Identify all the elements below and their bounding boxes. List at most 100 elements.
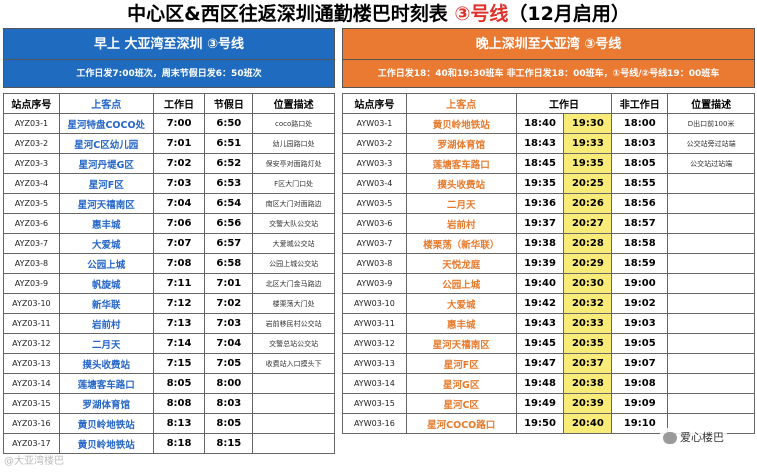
table-row: AYW03-15 星河C区 19:49 20:39 19:09 bbox=[342, 393, 755, 414]
station-no: AYZ03-16 bbox=[3, 413, 60, 434]
workday-time: 7:13 bbox=[152, 313, 206, 334]
holiday-time: 6:58 bbox=[204, 253, 254, 274]
location-desc bbox=[667, 273, 755, 294]
location-desc: 幼儿园路口处 bbox=[252, 133, 335, 154]
station-no: AYZ03-7 bbox=[3, 233, 60, 254]
workday-time-2: 20:38 bbox=[563, 373, 613, 394]
nonworkday-time: 19:09 bbox=[611, 393, 669, 414]
location-desc bbox=[667, 193, 755, 214]
stop-name: 大爱城 bbox=[405, 293, 517, 314]
location-desc: D出口前100米 bbox=[667, 113, 755, 134]
workday-time-2: 20:33 bbox=[563, 313, 613, 334]
workday-time: 7:01 bbox=[152, 133, 206, 154]
morning-panel: 早上 大亚湾至深圳 ③号线 工作日发7:00班次，周末节假日发6：50班次 站点… bbox=[3, 28, 335, 454]
workday-time: 7:15 bbox=[152, 353, 206, 374]
stop-name: 星河丹堤G区 bbox=[58, 153, 154, 174]
holiday-time: 6:50 bbox=[204, 113, 254, 134]
nonworkday-time: 19:05 bbox=[611, 333, 669, 354]
stop-name: 大爱城 bbox=[58, 233, 154, 254]
location-desc: 收费站入口摸头下 bbox=[252, 353, 335, 374]
location-desc: F区大门口处 bbox=[252, 173, 335, 194]
holiday-time: 7:05 bbox=[204, 353, 254, 374]
workday-time: 8:08 bbox=[152, 393, 206, 414]
table-row: AYZ03-15 罗湖体育馆 8:08 8:03 bbox=[3, 393, 335, 414]
line-number: ③号线 bbox=[454, 3, 509, 25]
workday-time: 8:18 bbox=[152, 433, 206, 454]
workday-time-1: 19:40 bbox=[515, 273, 565, 294]
location-desc bbox=[252, 433, 335, 454]
nonworkday-time: 18:03 bbox=[611, 133, 669, 154]
location-desc bbox=[667, 293, 755, 314]
location-desc: 交警大队公交站 bbox=[252, 213, 335, 234]
evening-panel: 晚上深圳至大亚湾 ③号线 工作日发18：40和19:30班车 非工作日发18：0… bbox=[342, 28, 755, 434]
workday-time: 7:11 bbox=[152, 273, 206, 294]
station-no: AYW03-12 bbox=[342, 333, 407, 354]
station-no: AYZ03-6 bbox=[3, 213, 60, 234]
station-no: AYW03-9 bbox=[342, 273, 407, 294]
workday-time-1: 19:47 bbox=[515, 353, 565, 374]
workday-time-2: 20:37 bbox=[563, 353, 613, 374]
station-no: AYZ03-14 bbox=[3, 373, 60, 394]
holiday-time: 7:03 bbox=[204, 313, 254, 334]
table-row: AYZ03-7 大爱城 7:07 6:57 大爱城公交站 bbox=[3, 233, 335, 254]
station-no: AYW03-10 bbox=[342, 293, 407, 314]
workday-time-1: 19:35 bbox=[515, 173, 565, 194]
location-desc bbox=[667, 373, 755, 394]
stop-name: 罗湖体育馆 bbox=[58, 393, 154, 414]
col-nonworkday: 非工作日 bbox=[611, 93, 669, 114]
location-desc: 岩前移民村公交站 bbox=[252, 313, 335, 334]
holiday-time: 8:05 bbox=[204, 413, 254, 434]
table-row: AYW03-1 黄贝岭地铁站 18:40 19:30 18:00 D出口前100米 bbox=[342, 113, 755, 134]
table-row: AYZ03-11 岩前村 7:13 7:03 岩前移民村公交站 bbox=[3, 313, 335, 334]
stop-name: 黄贝岭地铁站 bbox=[58, 413, 154, 434]
nonworkday-time: 19:07 bbox=[611, 353, 669, 374]
nonworkday-time: 18:05 bbox=[611, 153, 669, 174]
workday-time-2: 20:35 bbox=[563, 333, 613, 354]
col-workday: 工作日 bbox=[152, 93, 206, 114]
station-no: AYW03-11 bbox=[342, 313, 407, 334]
morning-subheader: 工作日发7:00班次，周末节假日发6：50班次 bbox=[3, 60, 335, 88]
workday-time-2: 20:26 bbox=[563, 193, 613, 214]
stop-name: 二月天 bbox=[58, 333, 154, 354]
nonworkday-time: 19:00 bbox=[611, 273, 669, 294]
workday-time: 7:04 bbox=[152, 193, 206, 214]
location-desc: 南区大门对面路边 bbox=[252, 193, 335, 214]
station-no: AYZ03-13 bbox=[3, 353, 60, 374]
workday-time: 7:07 bbox=[152, 233, 206, 254]
holiday-time: 8:00 bbox=[204, 373, 254, 394]
location-desc bbox=[252, 393, 335, 414]
table-row: AYW03-10 大爱城 19:42 20:32 19:02 bbox=[342, 293, 755, 314]
holiday-time: 8:03 bbox=[204, 393, 254, 414]
table-row: AYZ03-8 公园上城 7:08 6:58 公园上城公交站 bbox=[3, 253, 335, 274]
workday-time: 7:02 bbox=[152, 153, 206, 174]
col-stop: 上客点 bbox=[58, 93, 154, 114]
table-row: AYZ03-12 二月天 7:14 7:04 交警总站公交站 bbox=[3, 333, 335, 354]
location-desc: 公园上城公交站 bbox=[252, 253, 335, 274]
evening-subheader: 工作日发18：40和19:30班车 非工作日发18：00班车，①号线/②号线19… bbox=[342, 60, 755, 88]
station-no: AYW03-1 bbox=[342, 113, 407, 134]
workday-time-2: 19:33 bbox=[563, 133, 613, 154]
station-no: AYW03-6 bbox=[342, 213, 407, 234]
nonworkday-time: 19:10 bbox=[611, 413, 669, 434]
holiday-time: 6:57 bbox=[204, 233, 254, 254]
workday-time-1: 18:43 bbox=[515, 133, 565, 154]
workday-time: 7:06 bbox=[152, 213, 206, 234]
station-no: AYZ03-11 bbox=[3, 313, 60, 334]
workday-time: 7:12 bbox=[152, 293, 206, 314]
workday-time-1: 19:37 bbox=[515, 213, 565, 234]
morning-schedule-table: 站点序号 上客点 工作日 节假日 位置描述 AYZ03-1 星河特盘COCO处 7:… bbox=[3, 93, 335, 454]
table-row: AYZ03-2 星河C区幼儿园 7:01 6:51 幼儿园路口处 bbox=[3, 133, 335, 154]
workday-time: 8:13 bbox=[152, 413, 206, 434]
nonworkday-time: 18:58 bbox=[611, 233, 669, 254]
evening-header: 晚上深圳至大亚湾 ③号线 bbox=[342, 28, 755, 60]
nonworkday-time: 19:03 bbox=[611, 313, 669, 334]
workday-time-1: 18:40 bbox=[515, 113, 565, 134]
table-row: AYZ03-16 黄贝岭地铁站 8:13 8:05 bbox=[3, 413, 335, 434]
workday-time-2: 20:40 bbox=[563, 413, 613, 434]
location-desc: 公交站过站端 bbox=[667, 153, 755, 174]
station-no: AYW03-15 bbox=[342, 393, 407, 414]
workday-time-2: 20:32 bbox=[563, 293, 613, 314]
stop-name: 星河特盘COCO处 bbox=[58, 113, 154, 134]
location-desc: 大爱城公交站 bbox=[252, 233, 335, 254]
table-row: AYZ03-6 惠丰城 7:06 6:56 交警大队公交站 bbox=[3, 213, 335, 234]
